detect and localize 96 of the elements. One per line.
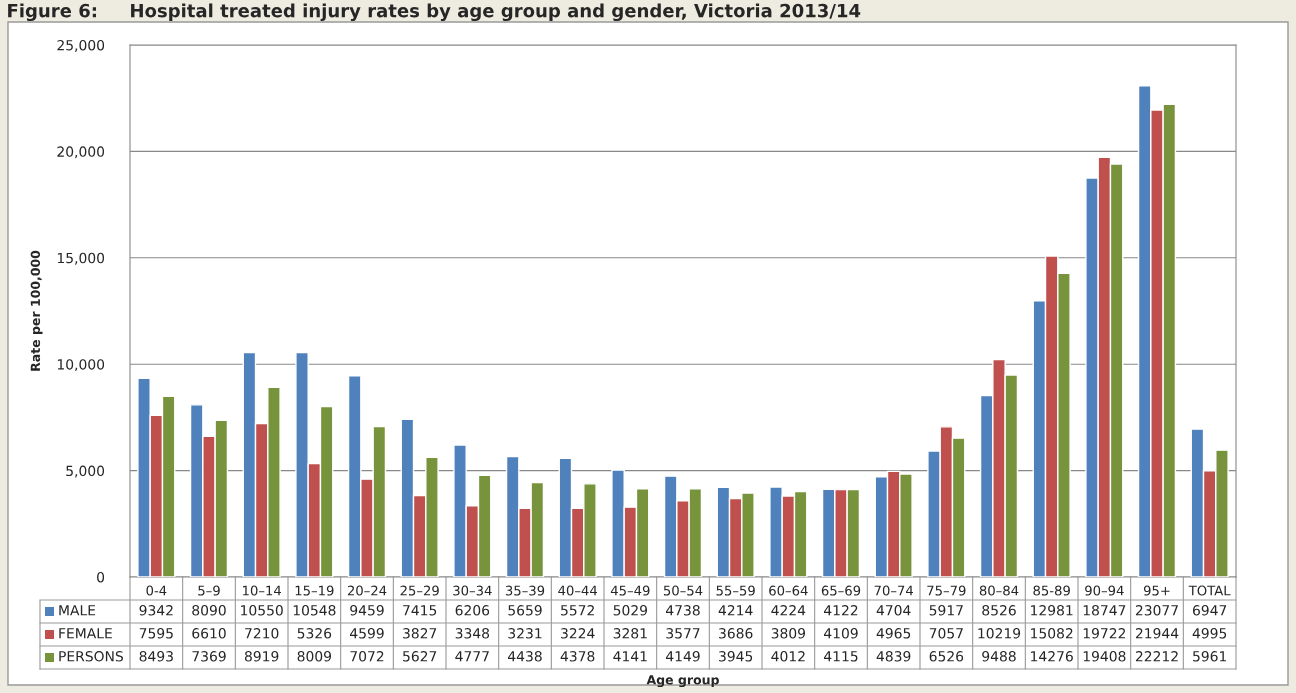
x-tick-label: 25–29: [400, 585, 439, 596]
y-tick-label: 20,000: [57, 146, 105, 159]
chart-title: Figure 6: Hospital treated injury rates by age group and gender, Victoria 2013/14: [8, 3, 861, 22]
legend-label: PERSONS: [59, 651, 123, 662]
data-label: 3686: [719, 628, 753, 639]
data-label: 8526: [982, 605, 1016, 616]
data-label: 8009: [297, 651, 332, 662]
data-label: 22212: [1135, 651, 1178, 662]
data-label: 3224: [561, 628, 595, 639]
y-tick-label: 10,000: [57, 359, 105, 372]
x-tick-label: 55–59: [716, 585, 755, 596]
data-label: 4378: [560, 651, 595, 662]
data-label: 3827: [403, 628, 437, 639]
x-tick-label: 10–14: [243, 585, 282, 596]
data-label: 4012: [771, 651, 805, 662]
y-tick-label: 15,000: [57, 252, 105, 265]
data-label: 9459: [350, 605, 384, 616]
legend-label: FEMALE: [59, 628, 112, 639]
data-label: 4704: [876, 605, 911, 616]
x-tick-label: 0-4: [146, 585, 167, 596]
data-label: 7072: [350, 651, 384, 662]
data-label: 6526: [929, 651, 964, 662]
data-label: 3281: [613, 628, 647, 639]
data-label: 14276: [1031, 651, 1073, 662]
data-label: 5917: [929, 605, 963, 616]
text: Age group: [646, 675, 719, 688]
data-label: 15082: [1031, 628, 1073, 639]
data-label: 6610: [192, 628, 226, 639]
data-label: 10548: [293, 605, 336, 616]
data-label: 7210: [245, 628, 279, 639]
data-label: 3945: [719, 651, 753, 662]
data-label: 10219: [978, 628, 1021, 639]
x-tick-label: 70–74: [874, 585, 914, 596]
data-label: 10550: [241, 605, 283, 616]
data-label: 21944: [1135, 628, 1179, 639]
data-label: 9342: [139, 605, 173, 616]
data-label: 4214: [718, 605, 753, 616]
data-label: 4839: [876, 651, 911, 662]
data-label: 12981: [1031, 605, 1073, 616]
x-tick-label: 50–54: [663, 585, 703, 596]
data-label: 4965: [876, 628, 911, 639]
data-label: 4109: [824, 628, 858, 639]
data-label: 4438: [508, 651, 542, 662]
data-label: 23077: [1135, 605, 1178, 616]
data-label: 5961: [1193, 651, 1227, 662]
data-label: 9488: [982, 651, 1016, 662]
data-label: 4141: [613, 651, 647, 662]
data-label: 5326: [297, 628, 332, 639]
x-tick-label: 80–84: [979, 585, 1019, 596]
data-label: 4995: [1192, 628, 1227, 639]
data-label: 6206: [455, 605, 490, 616]
y-tick-label: 0: [97, 571, 105, 583]
data-label: 7369: [192, 651, 226, 662]
data-label: 4599: [350, 628, 384, 639]
data-label: 18747: [1083, 605, 1126, 616]
data-label: 8919: [244, 651, 279, 662]
data-label: 3348: [455, 628, 490, 639]
data-label: 4115: [824, 651, 858, 662]
data-label: 19408: [1083, 651, 1126, 662]
data-label: 4777: [455, 651, 489, 662]
data-label: 3231: [508, 628, 542, 639]
x-tick-label: 15–19: [295, 585, 334, 596]
x-tick-label: 90–94: [1085, 585, 1124, 596]
data-label: 19722: [1083, 628, 1126, 639]
x-tick-label: 20–24: [347, 585, 387, 596]
data-label: 3577: [666, 628, 700, 639]
data-label: 3809: [771, 628, 806, 639]
data-label: 4224: [771, 605, 806, 616]
x-tick-label: 30–34: [453, 585, 492, 596]
y-tick-label: 25,000: [57, 39, 105, 52]
data-label: 6947: [1192, 605, 1227, 616]
y-axis-title: Rate per 100,000: [30, 250, 43, 371]
x-tick-label: 85-89: [1033, 585, 1070, 596]
data-label: 4738: [666, 605, 700, 616]
data-label: 5659: [508, 605, 542, 616]
data-label: 7595: [139, 628, 173, 639]
data-label: 4149: [666, 651, 700, 662]
x-tick-label: 65–69: [821, 585, 861, 596]
x-tick-label: TOTAL: [1188, 585, 1231, 596]
x-tick-label: 45–49: [610, 585, 650, 596]
x-tick-label: 60–64: [769, 585, 808, 596]
data-label: 5029: [613, 605, 648, 616]
x-tick-label: 40–44: [558, 585, 598, 596]
data-label: 7057: [929, 628, 963, 639]
data-label: 5572: [561, 605, 594, 616]
x-tick-label: 35–39: [505, 585, 545, 596]
data-label: 8090: [192, 605, 226, 616]
data-label: 7415: [403, 605, 437, 616]
x-tick-label: 5–9: [198, 585, 220, 596]
x-tick-label: 95+: [1143, 585, 1170, 596]
data-label: 8493: [139, 651, 173, 662]
data-label: 5627: [403, 651, 437, 662]
legend-label: MALE: [59, 605, 96, 616]
data-label: 4122: [824, 605, 858, 616]
x-tick-label: 75–79: [927, 585, 966, 596]
y-tick-label: 5,000: [66, 465, 105, 478]
